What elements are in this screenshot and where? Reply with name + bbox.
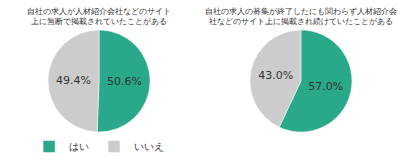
svg-text:49.4%: 49.4% [56,74,91,87]
svg-text:57.0%: 57.0% [308,80,343,93]
svg-text:はい: はい [69,141,89,152]
svg-text:自社の求人が人材紹介会社などのサイト上に無断で掲載されていた: 自社の求人が人材紹介会社などのサイト上に無断で掲載されていたことがある [27,7,171,26]
svg-text:43.0%: 43.0% [258,69,293,82]
svg-text:自社の求人の募集が終了したにも関わらず人材紹介会社などのサイ: 自社の求人の募集が終了したにも関わらず人材紹介会社などのサイト上に掲載され続けて… [205,7,397,26]
svg-text:50.6%: 50.6% [107,75,142,88]
svg-text:いいえ: いいえ [134,141,164,152]
